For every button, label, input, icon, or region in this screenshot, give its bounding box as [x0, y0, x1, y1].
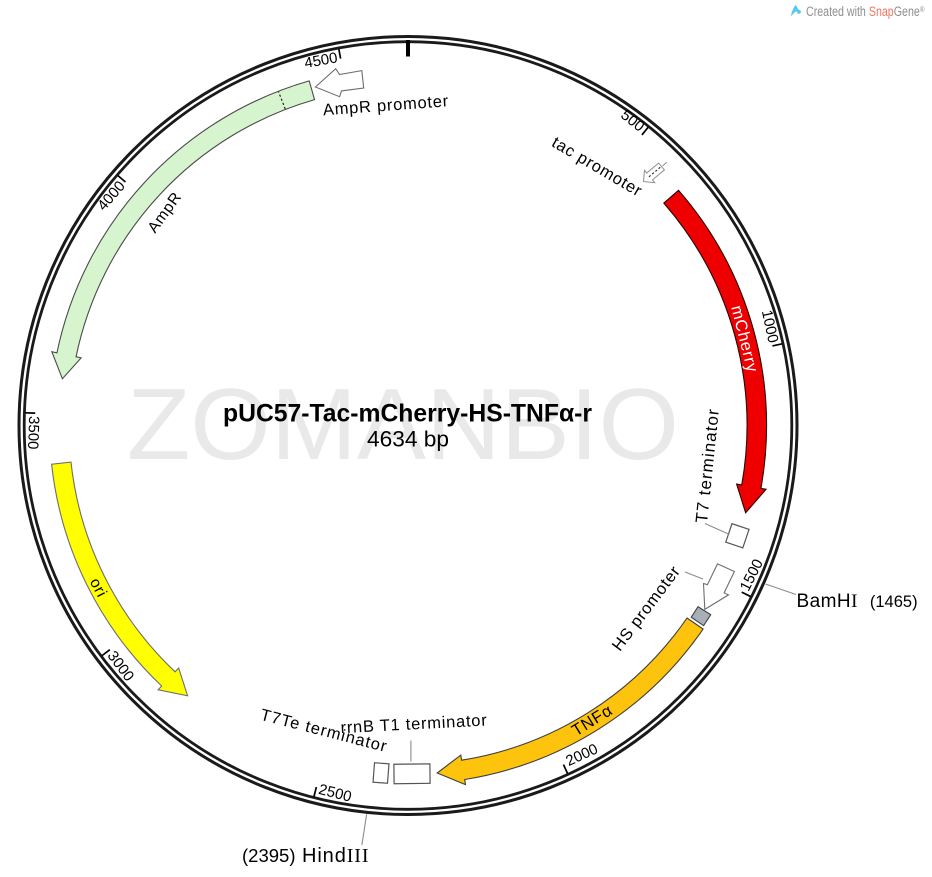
svg-text:Created with SnapGene®: Created with SnapGene® — [806, 4, 925, 19]
svg-text:(2395)HindIII: (2395)HindIII — [242, 845, 369, 867]
svg-text:BamHI(1465): BamHI(1465) — [797, 591, 918, 612]
svg-text:4634 bp: 4634 bp — [367, 427, 449, 452]
svg-text:3500: 3500 — [24, 416, 42, 450]
svg-text:pUC57-Tac-mCherry-HS-TNFα-r: pUC57-Tac-mCherry-HS-TNFα-r — [223, 400, 592, 428]
